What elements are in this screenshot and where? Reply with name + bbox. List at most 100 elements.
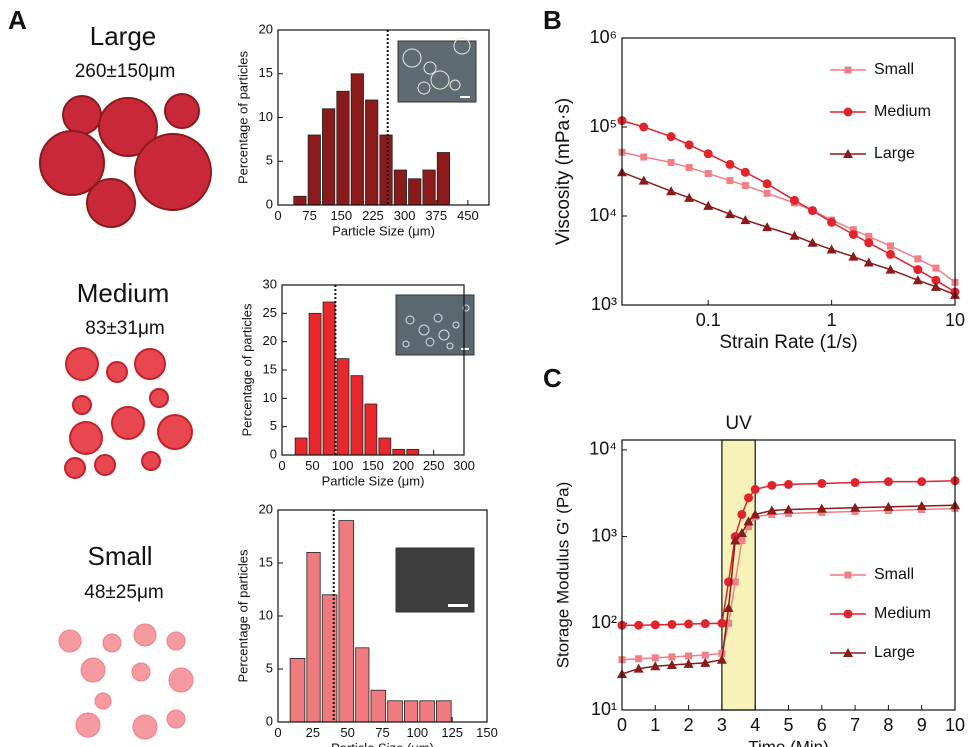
- y-tick-label: 10²: [591, 612, 617, 632]
- marker: [931, 275, 941, 285]
- x-tick-label: 1: [827, 310, 837, 330]
- x-tick-label: 150: [476, 725, 498, 740]
- x-tick-label: 150: [330, 208, 352, 223]
- marker: [701, 651, 709, 659]
- plot-frame: [621, 37, 956, 306]
- micrograph-inset: [397, 37, 477, 103]
- legend-marker: [844, 66, 852, 74]
- x-tick-label: 2: [684, 715, 694, 735]
- bar: [336, 90, 350, 206]
- panel-label: B: [543, 5, 562, 35]
- marker: [703, 200, 714, 210]
- y-tick-label: 10¹: [591, 699, 617, 719]
- bar: [378, 437, 392, 456]
- marker: [666, 660, 677, 670]
- marker: [789, 230, 800, 240]
- bar: [419, 700, 435, 723]
- marker: [827, 217, 837, 227]
- marker: [883, 501, 894, 511]
- x-tick-label: 3: [717, 715, 727, 735]
- bar: [322, 108, 336, 206]
- y-tick-label: 20: [259, 21, 273, 36]
- bar: [338, 520, 355, 723]
- chart-histogram: 0 50 100 150 200 250 300 0 5 10 15 20 25 30 Particle S…: [239, 276, 474, 488]
- x-tick-label: 75: [302, 208, 316, 223]
- group-name: Large: [90, 21, 157, 51]
- group-size: 48±25μm: [84, 582, 163, 603]
- marker: [784, 479, 793, 489]
- x-tick-label: 0: [274, 208, 281, 223]
- y-tick-label: 25: [263, 305, 277, 320]
- marker: [737, 509, 747, 519]
- y-axis-label: Percentage of particles: [235, 51, 250, 184]
- chart-histogram: 0 25 50 75 100 125 150 0 5 10 15 20 Particle Size (μ…: [235, 501, 497, 747]
- marker: [635, 655, 643, 663]
- group-name: Small: [87, 541, 152, 571]
- legend-label: Small: [874, 61, 914, 78]
- marker: [700, 657, 711, 667]
- plot-frame: [277, 29, 490, 206]
- marker: [914, 255, 922, 263]
- x-tick-label: 0.1: [696, 310, 721, 330]
- y-tick-label: 10: [259, 109, 273, 124]
- x-axis-label: Time (Min): [748, 737, 829, 747]
- large-particles-illustration: [39, 93, 212, 228]
- marker: [666, 186, 677, 196]
- marker: [885, 264, 896, 274]
- marker: [850, 478, 860, 488]
- x-tick-label: 1: [650, 715, 660, 735]
- marker: [783, 504, 794, 514]
- marker: [704, 170, 712, 178]
- y-tick-label: 20: [263, 333, 277, 348]
- marker: [683, 658, 694, 668]
- series-line: [622, 480, 956, 626]
- bar: [393, 169, 407, 206]
- plot-frame: [277, 509, 488, 723]
- marker: [826, 244, 837, 254]
- x-tick-label: 8: [883, 715, 893, 735]
- marker: [667, 619, 677, 629]
- marker: [865, 232, 873, 240]
- marker: [725, 619, 733, 627]
- marker: [639, 122, 649, 132]
- small-particles-illustration: [58, 623, 194, 740]
- marker: [807, 237, 818, 247]
- marker: [808, 206, 818, 216]
- marker: [718, 649, 726, 657]
- marker: [762, 222, 773, 232]
- marker: [864, 238, 874, 248]
- y-tick-label: 10: [263, 390, 277, 405]
- bar: [308, 312, 322, 456]
- x-tick-label: 0: [278, 458, 285, 473]
- panel-label: A: [8, 5, 27, 35]
- marker: [640, 153, 648, 161]
- marker: [886, 242, 894, 250]
- y-tick-label: 10³: [591, 294, 617, 314]
- chart-line: 0.1 1 10 10³ 10⁴ 10⁵ 10⁶ Strain Rate (1/s) Visco…: [553, 27, 965, 353]
- marker: [848, 251, 859, 261]
- x-tick-label: 450: [457, 208, 479, 223]
- x-tick-label: 9: [917, 715, 927, 735]
- marker: [723, 603, 734, 613]
- marker: [789, 195, 799, 205]
- x-tick-label: 300: [453, 458, 475, 473]
- x-tick-label: 100: [406, 725, 428, 740]
- plot-frame: [281, 284, 465, 456]
- marker: [684, 192, 695, 202]
- bar: [355, 647, 370, 723]
- marker: [724, 209, 735, 219]
- x-tick-label: 125: [441, 725, 463, 740]
- marker: [883, 477, 893, 487]
- uv-band: [721, 439, 756, 711]
- group-name: Medium: [77, 278, 169, 308]
- x-tick-label: 5: [783, 715, 793, 735]
- bar: [350, 375, 364, 456]
- x-axis-label: Particle Size (μm): [331, 741, 434, 747]
- x-tick-label: 4: [750, 715, 760, 735]
- bar: [406, 448, 420, 456]
- bar: [364, 403, 378, 456]
- legend-label: Small: [874, 566, 914, 583]
- marker: [685, 164, 693, 172]
- y-tick-label: 15: [263, 361, 277, 376]
- group-size: 83±31μm: [85, 318, 164, 339]
